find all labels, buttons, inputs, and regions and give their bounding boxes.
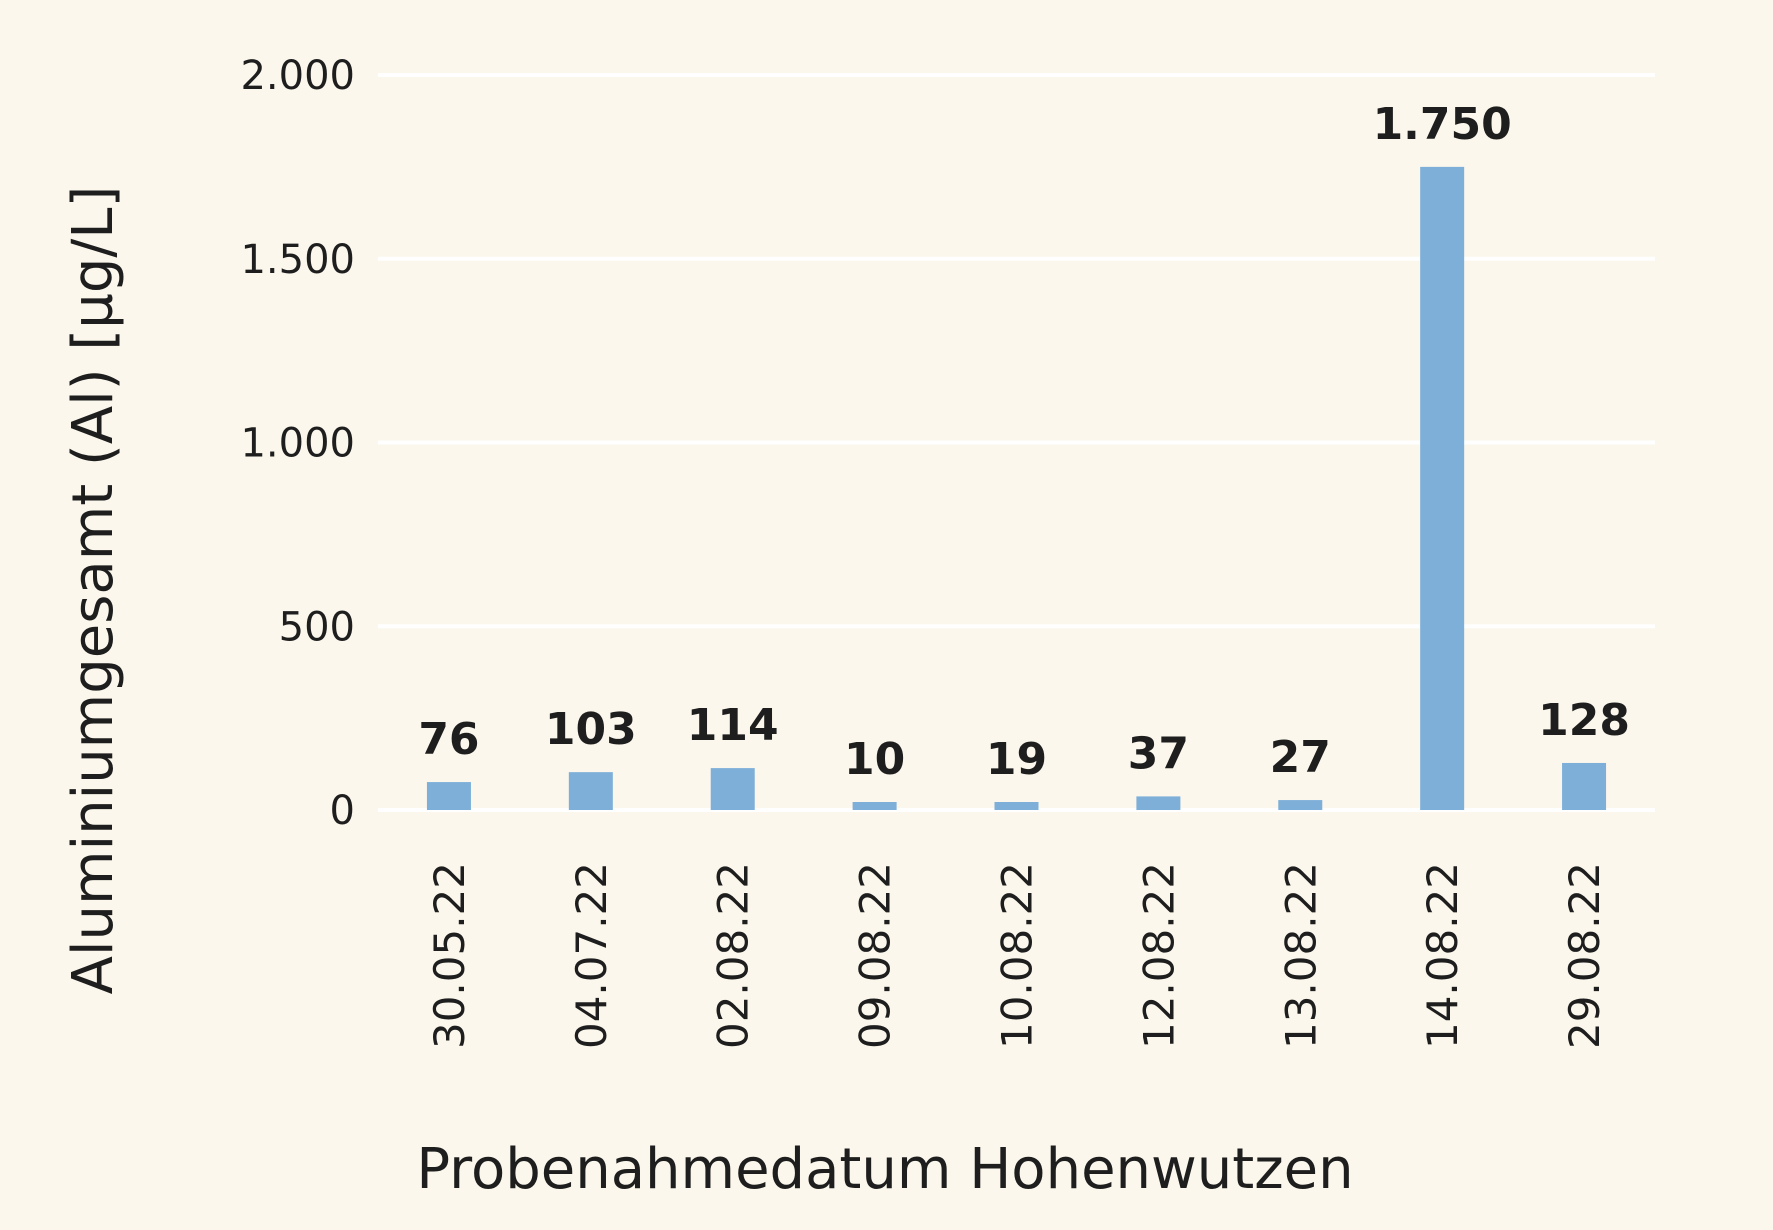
data-label-13.08.22: 27 bbox=[1270, 732, 1331, 783]
x-tick-label-14.08.22: 14.08.22 bbox=[1418, 862, 1467, 1049]
x-tick-label-13.08.22: 13.08.22 bbox=[1276, 862, 1325, 1049]
data-label-10.08.22: 19 bbox=[986, 734, 1047, 785]
x-axis-title: Probenahmedatum Hohenwutzen bbox=[416, 1137, 1353, 1202]
data-label-14.08.22: 1.750 bbox=[1373, 99, 1512, 150]
bar-14.08.22 bbox=[1420, 166, 1465, 810]
bar-04.07.22 bbox=[568, 772, 613, 810]
y-tick-label-0: 0 bbox=[330, 788, 355, 834]
x-tick-label-04.07.22: 04.07.22 bbox=[567, 862, 616, 1049]
bar-13.08.22 bbox=[1278, 800, 1323, 810]
x-tick-label-30.05.22: 30.05.22 bbox=[425, 862, 474, 1049]
y-tick-label-1000: 1.000 bbox=[240, 421, 355, 467]
bar-09.08.22 bbox=[852, 802, 897, 810]
x-tick-label-29.08.22: 29.08.22 bbox=[1560, 862, 1609, 1049]
data-label-29.08.22: 128 bbox=[1538, 695, 1630, 746]
data-labels: 76 103 114 10 19 37 27 1.750 128 bbox=[418, 99, 1630, 785]
x-tick-label-12.08.22: 12.08.22 bbox=[1134, 862, 1183, 1049]
data-label-04.07.22: 103 bbox=[545, 704, 637, 755]
y-tick-label-1500: 1.500 bbox=[240, 237, 355, 283]
x-tick-label-02.08.22: 02.08.22 bbox=[709, 862, 758, 1049]
x-tick-label-09.08.22: 09.08.22 bbox=[851, 862, 900, 1049]
data-label-12.08.22: 37 bbox=[1128, 728, 1189, 779]
x-tick-label-10.08.22: 10.08.22 bbox=[993, 862, 1042, 1049]
y-tick-label-500: 500 bbox=[279, 604, 355, 650]
bar-12.08.22 bbox=[1136, 796, 1181, 810]
bar-10.08.22 bbox=[994, 802, 1039, 810]
y-tick-label-2000: 2.000 bbox=[240, 53, 355, 99]
data-label-02.08.22: 114 bbox=[687, 700, 779, 751]
data-label-09.08.22: 10 bbox=[844, 734, 905, 785]
bar-02.08.22 bbox=[710, 768, 755, 810]
bar-29.08.22 bbox=[1562, 762, 1607, 810]
data-label-30.05.22: 76 bbox=[418, 714, 479, 765]
x-axis-categories: 30.05.22 04.07.22 02.08.22 09.08.22 10.08.22… bbox=[425, 862, 1609, 1049]
bar-30.05.22 bbox=[426, 782, 471, 810]
y-axis-title: Aluminiumgesamt (Al) [µg/L] bbox=[61, 186, 126, 995]
y-axis-ticks: 0 500 1.000 1.500 2.000 bbox=[240, 53, 355, 834]
bars bbox=[426, 166, 1607, 810]
